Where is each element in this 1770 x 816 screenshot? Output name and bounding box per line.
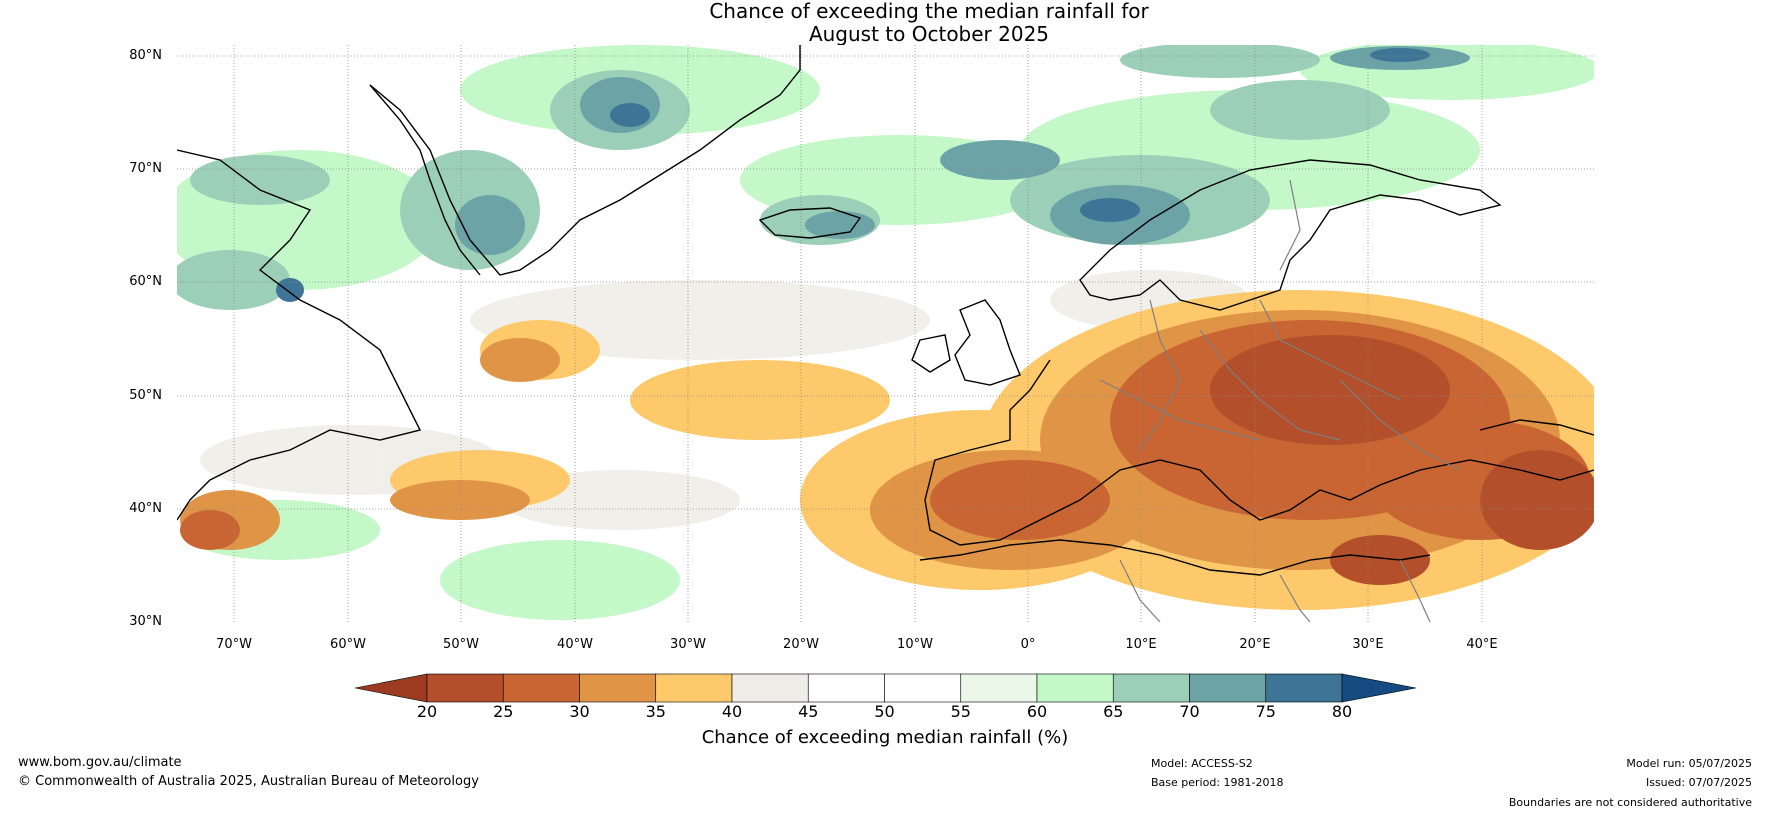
colorbar-tick-label: 50 [874, 702, 895, 721]
greenland-west-coast [369, 84, 481, 276]
colorbar-segment [807, 673, 885, 703]
colorbar-tick-label: 45 [798, 702, 819, 721]
lon-label-70w: 70°W [216, 637, 252, 652]
colorbar-tick-label: 40 [721, 702, 743, 721]
canada-coast [177, 149, 422, 521]
colorbar-title: Chance of exceeding median rainfall (%) [701, 727, 1069, 748]
colorbar-tick-label: 20 [416, 702, 438, 721]
lon-label-20w: 20°W [783, 637, 819, 652]
lon-label-0: 0° [1020, 637, 1036, 652]
colorbar-segment [655, 673, 733, 703]
colorbar-tick-label: 35 [645, 702, 666, 721]
colorbar-tick-label: 80 [1331, 702, 1353, 721]
copyright-text: © Commonwealth of Australia 2025, Austra… [18, 774, 479, 789]
colorbar-tick-label: 75 [1255, 702, 1276, 721]
british-isles-coast [954, 299, 1021, 386]
scandinavia-coast [1079, 159, 1502, 311]
colorbar-extend-low [354, 673, 428, 703]
colorbar-segment [579, 673, 657, 703]
lon-label-40w: 40°W [557, 637, 593, 652]
greenland-coast [369, 45, 801, 276]
colorbar-segment [1189, 673, 1267, 703]
mediterranean-north-coast [1079, 459, 1594, 521]
colorbar-extend-high [1341, 673, 1417, 703]
ireland-coast [911, 334, 951, 373]
map-title-line1: Chance of exceeding the median rainfall … [709, 0, 1149, 23]
europe-west-coast [924, 359, 1081, 546]
colorbar-tick-label: 25 [493, 702, 514, 721]
colorbar-tick-label: 70 [1179, 702, 1200, 721]
model-name: Model: ACCESS-S2 [1151, 757, 1253, 770]
lon-label-30e: 30°E [1352, 637, 1384, 652]
map-title-line2: August to October 2025 [808, 22, 1050, 46]
colorbar-tick-label: 65 [1103, 702, 1124, 721]
colorbar-segment [426, 673, 504, 703]
lat-label-80n: 80°N [129, 48, 162, 63]
base-period: Base period: 1981-2018 [1151, 776, 1284, 789]
boundaries-disclaimer: Boundaries are not considered authoritat… [1508, 796, 1752, 809]
country-borders [1099, 179, 1461, 622]
lat-label-40n: 40°N [129, 501, 162, 516]
lat-label-50n: 50°N [129, 388, 162, 403]
colorbar-tick-label: 55 [950, 702, 971, 721]
website-link[interactable]: www.bom.gov.au/climate [18, 755, 182, 770]
lon-label-10e: 10°E [1125, 637, 1157, 652]
colorbar-segment [502, 673, 580, 703]
colorbar-tick-label: 60 [1026, 702, 1048, 721]
lon-label-20e: 20°E [1239, 637, 1271, 652]
map-title: Chance of exceeding the median rainfall … [0, 0, 1770, 46]
colorbar-segment [1036, 673, 1114, 703]
lon-label-30w: 30°W [670, 637, 706, 652]
colorbar-segment [731, 673, 809, 703]
model-run-date: Model run: 05/07/2025 [1626, 757, 1752, 770]
lat-label-70n: 70°N [129, 161, 162, 176]
colorbar-segment [1112, 673, 1190, 703]
lon-label-40e: 40°E [1466, 637, 1498, 652]
colorbar-segment [1265, 673, 1343, 703]
iceland-coast [758, 207, 862, 239]
lon-label-50w: 50°W [443, 637, 479, 652]
colorbar-segment [960, 673, 1038, 703]
colorbar-tick-label: 30 [569, 702, 590, 721]
wetter-areas-very-strong [276, 48, 1430, 302]
issued-date: Issued: 07/07/2025 [1645, 776, 1752, 789]
graticule [177, 45, 1594, 622]
colorbar-segment [884, 673, 962, 703]
north-africa-coast [919, 539, 1431, 576]
lon-label-10w: 10°W [897, 637, 933, 652]
coastlines [177, 45, 1594, 576]
wetter-areas-strong [455, 46, 1470, 255]
lon-label-60w: 60°W [330, 637, 366, 652]
drier-areas-very-strong [1210, 335, 1594, 585]
lat-label-30n: 30°N [129, 614, 162, 629]
black-sea-coast [1479, 419, 1594, 436]
lat-label-60n: 60°N [129, 274, 162, 289]
colorbar [354, 673, 1417, 703]
